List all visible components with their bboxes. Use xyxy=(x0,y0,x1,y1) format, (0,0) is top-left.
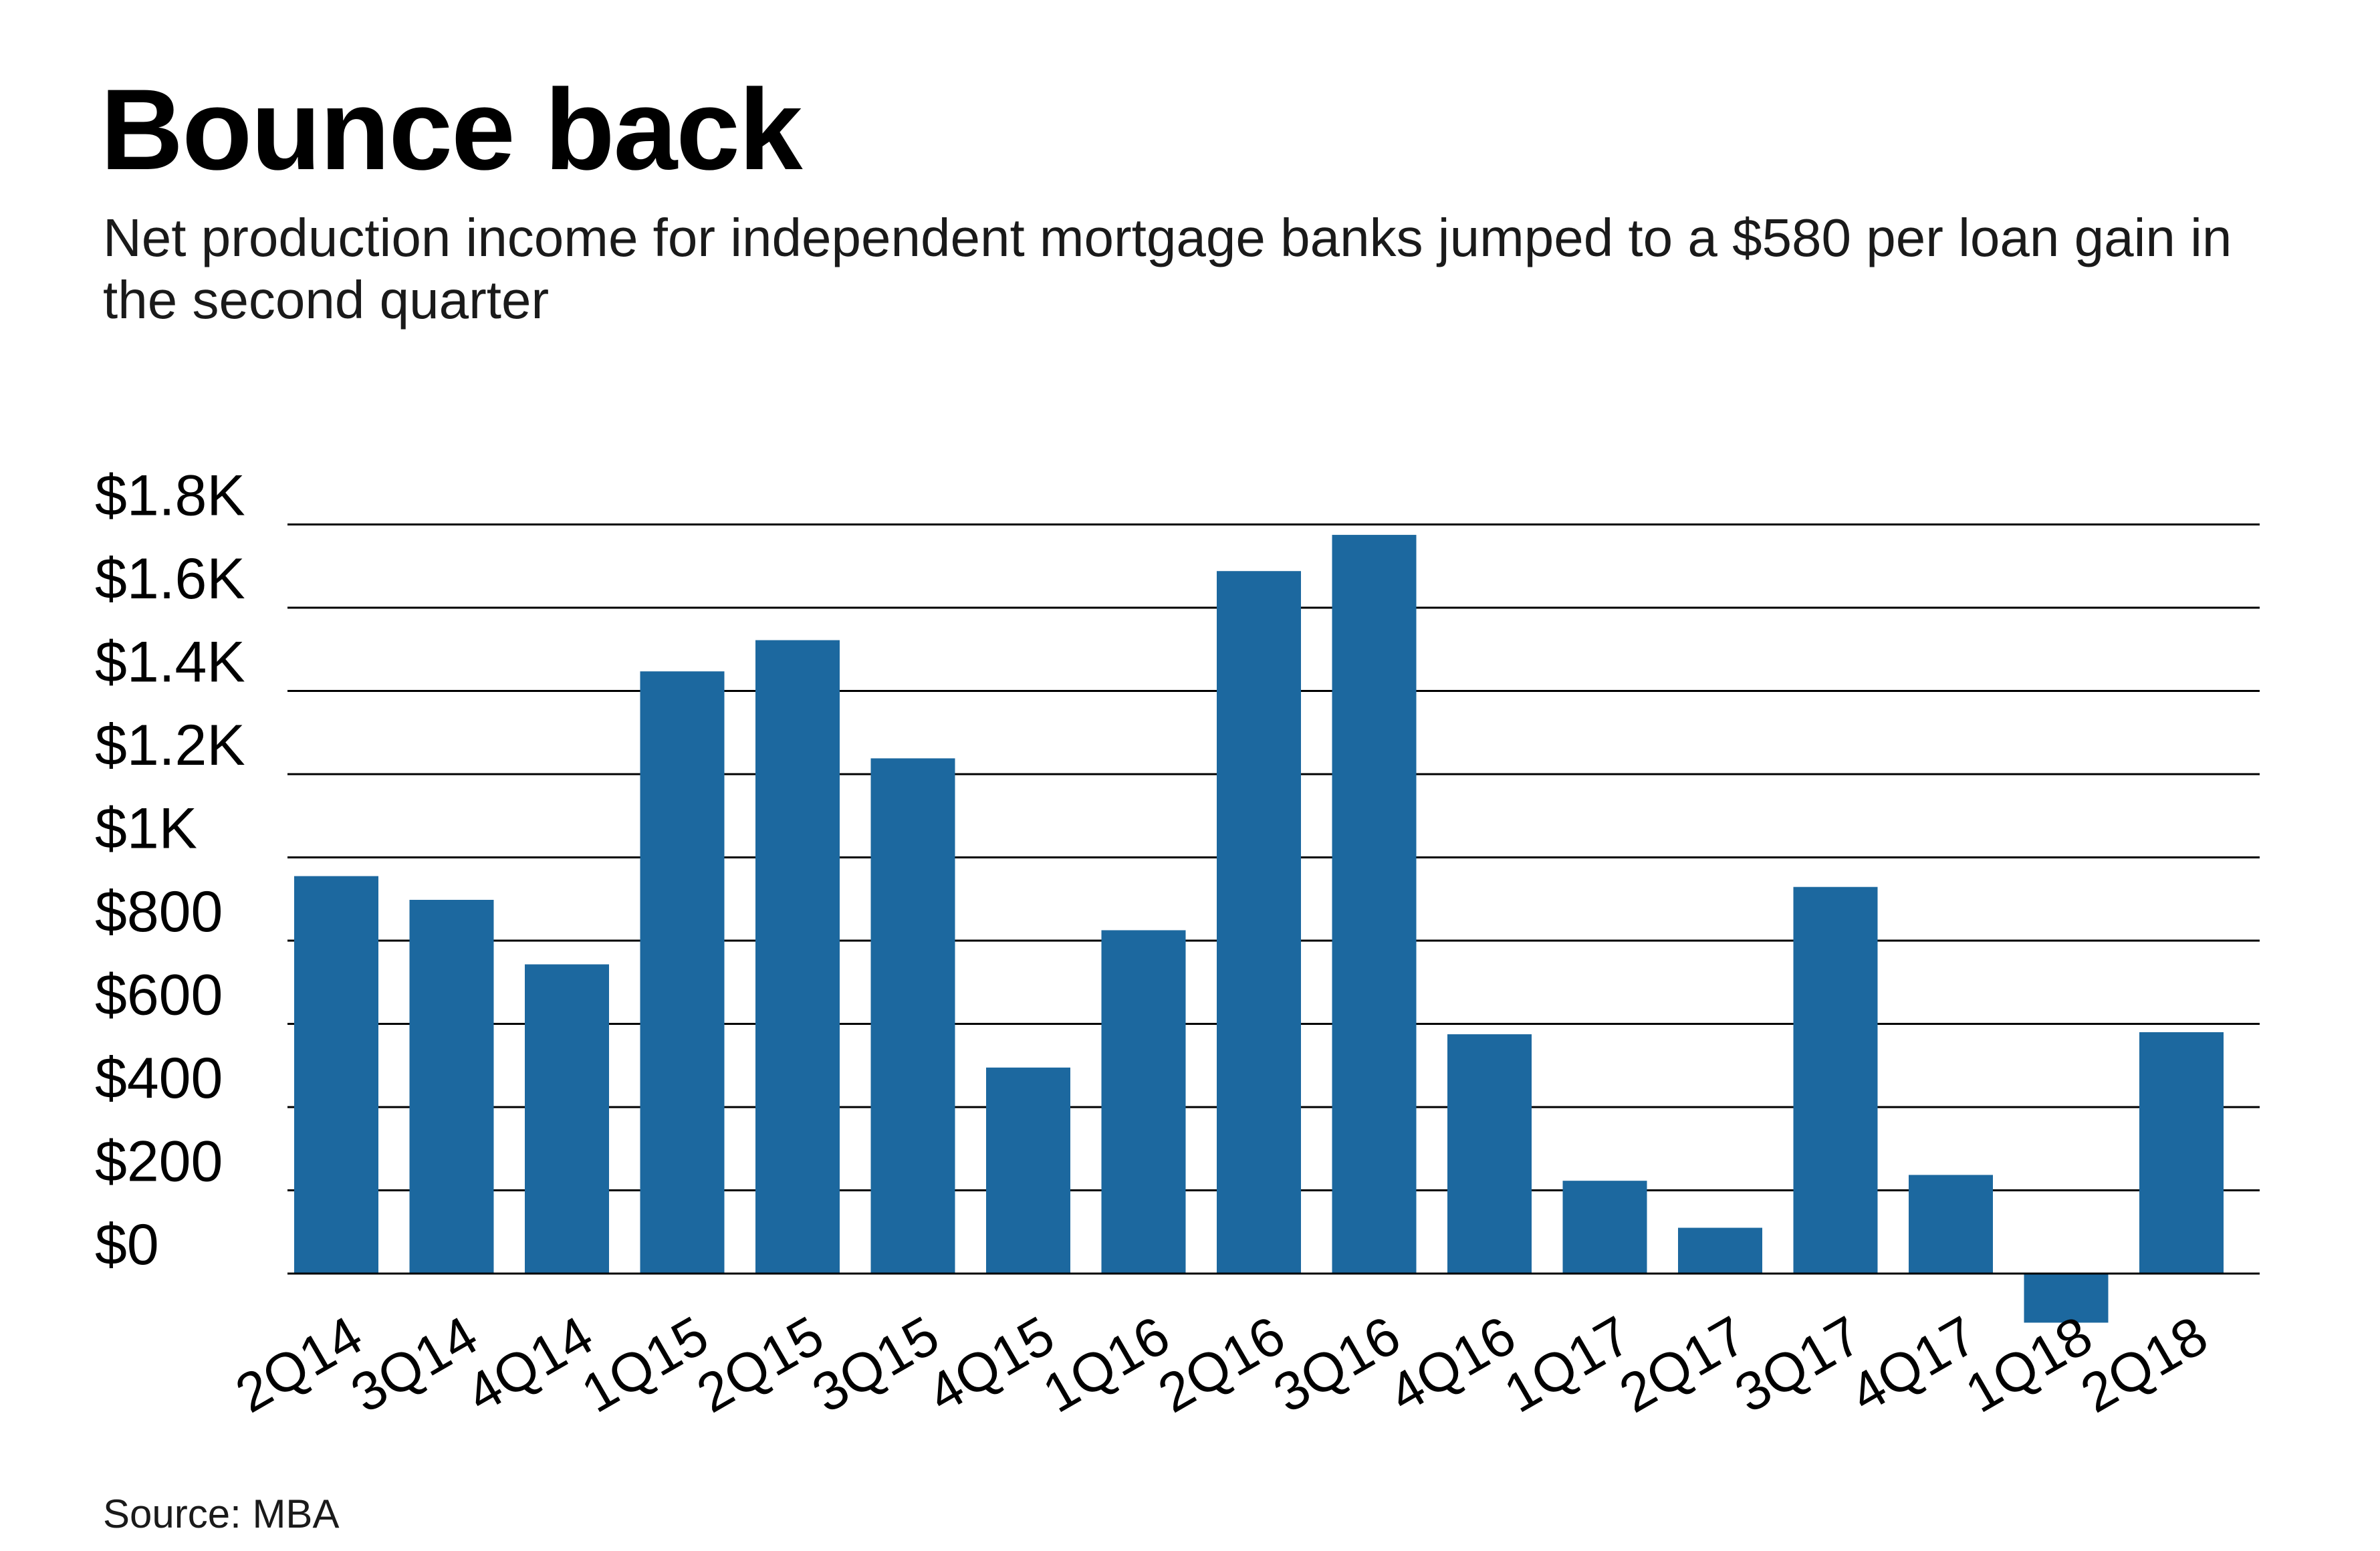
bar-1q17 xyxy=(1562,1181,1647,1274)
bar-2q17 xyxy=(1678,1227,1762,1274)
y-tick-label: $1K xyxy=(95,797,197,861)
y-tick-label: $200 xyxy=(95,1130,223,1194)
x-category-label: 1Q18 xyxy=(1955,1305,2102,1425)
bar-4q15 xyxy=(986,1067,1070,1274)
x-category-label: 4Q17 xyxy=(1840,1305,1987,1425)
chart-subtitle: Net production income for independent mo… xyxy=(103,208,2232,330)
x-category-label: 4Q15 xyxy=(918,1305,1064,1425)
source-note: Source: MBA xyxy=(103,1492,340,1536)
y-tick-label: $1.8K xyxy=(95,464,245,528)
bars xyxy=(294,535,2224,1323)
y-tick-label: $1.2K xyxy=(95,713,245,778)
x-category-label: 4Q14 xyxy=(457,1305,603,1425)
bar-3q15 xyxy=(870,758,955,1274)
y-tick-label: $0 xyxy=(95,1213,159,1277)
x-category-label: 2Q16 xyxy=(1149,1305,1295,1425)
bar-2q18 xyxy=(2139,1032,2224,1274)
bar-2q16 xyxy=(1217,571,1301,1274)
bar-1q16 xyxy=(1101,930,1186,1274)
y-tick-label: $600 xyxy=(95,963,223,1028)
x-category-label: 2Q14 xyxy=(226,1305,372,1425)
x-category-label: 2Q17 xyxy=(1610,1305,1756,1425)
x-category-label: 3Q17 xyxy=(1725,1305,1871,1425)
x-category-label: 3Q16 xyxy=(1264,1305,1410,1425)
x-category-label: 1Q16 xyxy=(1033,1305,1179,1425)
bar-1q15 xyxy=(640,671,725,1274)
x-category-label: 4Q16 xyxy=(1379,1305,1526,1425)
x-category-label: 2Q18 xyxy=(2071,1305,2218,1425)
bar-2q14 xyxy=(294,876,378,1274)
y-tick-label: $400 xyxy=(95,1046,223,1110)
x-category-label: 3Q14 xyxy=(341,1305,487,1425)
bar-4q16 xyxy=(1447,1034,1532,1274)
x-category-label: 3Q15 xyxy=(802,1305,949,1425)
x-category-label: 2Q15 xyxy=(687,1305,834,1425)
y-tick-label: $800 xyxy=(95,880,223,944)
bar-2q15 xyxy=(755,640,840,1274)
x-category-label: 1Q17 xyxy=(1494,1305,1641,1425)
bar-3q14 xyxy=(409,899,494,1274)
y-tick-label: $1.6K xyxy=(95,547,245,611)
y-tick-label: $1.4K xyxy=(95,630,245,695)
bar-3q17 xyxy=(1793,886,1878,1274)
chart-title: Bounce back xyxy=(100,66,803,194)
x-category-label: 1Q15 xyxy=(572,1305,718,1425)
bar-4q17 xyxy=(1909,1175,1993,1274)
y-axis-ticks: $0 $200 $400 $600 $800 $1K $1.2K $1.4K $1.6K $1.8… xyxy=(95,464,245,1278)
x-axis-labels: 2Q143Q144Q141Q152Q153Q154Q151Q162Q163Q16… xyxy=(226,1305,2218,1425)
bar-4q14 xyxy=(525,964,609,1274)
bar-3q16 xyxy=(1332,535,1417,1274)
bar-1q18 xyxy=(2024,1274,2109,1323)
